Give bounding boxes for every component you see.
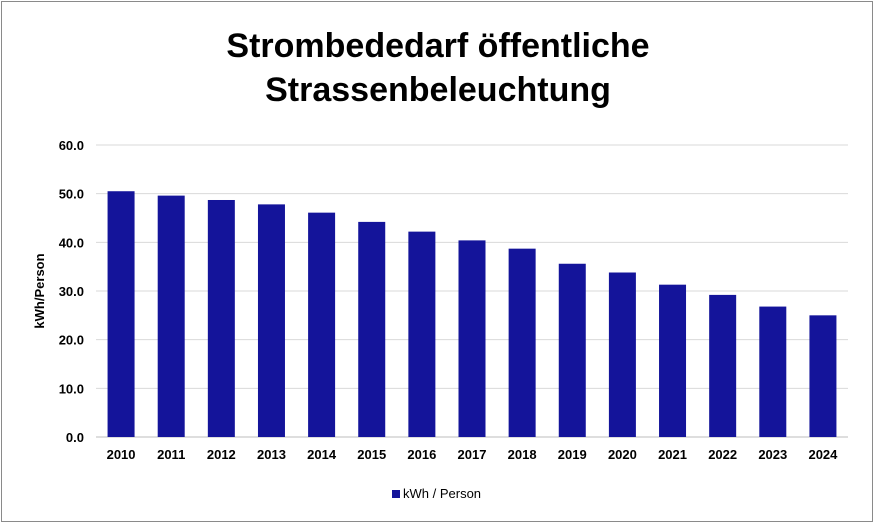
bar-2011	[157, 195, 185, 437]
y-tick-label: 50.0	[59, 187, 84, 202]
x-tick-label: 2017	[458, 447, 487, 462]
chart-title-line-2: Strassenbeleuchtung	[265, 71, 611, 109]
bar-2018	[508, 248, 536, 437]
x-tick-label: 2011	[157, 447, 185, 462]
x-axis-ticks: 2010 2011 2012 2013 2014 2015 2016 2017 2018 2019…	[107, 447, 839, 462]
bar-2022	[709, 294, 737, 437]
x-tick-label: 2014	[307, 447, 337, 462]
y-axis-ticks: 0.0 10.0 20.0 30.0 40.0 50.0 60.0	[59, 138, 84, 445]
legend-label: kWh / Person	[403, 486, 482, 501]
x-tick-label: 2015	[357, 447, 386, 462]
bar-2010	[107, 191, 135, 437]
x-tick-label: 2012	[207, 447, 236, 462]
y-tick-label: 10.0	[59, 381, 84, 396]
bar-2016	[408, 231, 436, 437]
x-tick-label: 2024	[808, 447, 838, 462]
bar-2012	[207, 199, 235, 437]
legend-swatch	[392, 489, 400, 498]
x-tick-label: 2018	[508, 447, 537, 462]
y-axis-label: kWh/Person	[32, 253, 47, 328]
y-tick-label: 20.0	[59, 333, 84, 348]
x-tick-label: 2020	[608, 447, 637, 462]
y-tick-label: 40.0	[59, 235, 84, 250]
bar-2024	[809, 315, 837, 437]
bar-2015	[358, 221, 386, 437]
bar-2019	[558, 263, 586, 437]
bar-2023	[759, 306, 787, 437]
x-tick-label: 2016	[407, 447, 436, 462]
bar-2014	[308, 212, 336, 437]
bar-2020	[608, 272, 636, 437]
bar-2013	[257, 204, 285, 437]
x-tick-label: 2013	[257, 447, 286, 462]
chart-title: Strombededarf öffentliche Strassenbeleuc…	[0, 24, 876, 112]
x-tick-label: 2023	[758, 447, 787, 462]
y-tick-label: 30.0	[59, 284, 84, 299]
y-tick-label: 60.0	[59, 138, 84, 153]
x-tick-label: 2022	[708, 447, 737, 462]
x-tick-label: 2010	[107, 447, 136, 462]
chart-title-line-1: Strombededarf öffentliche	[226, 27, 650, 65]
y-tick-label: 0.0	[66, 430, 84, 445]
x-tick-label: 2019	[558, 447, 587, 462]
bars	[107, 191, 837, 437]
bar-2017	[458, 240, 486, 437]
bar-2021	[659, 284, 687, 437]
legend: kWh / Person	[392, 486, 481, 501]
x-tick-label: 2021	[658, 447, 687, 462]
